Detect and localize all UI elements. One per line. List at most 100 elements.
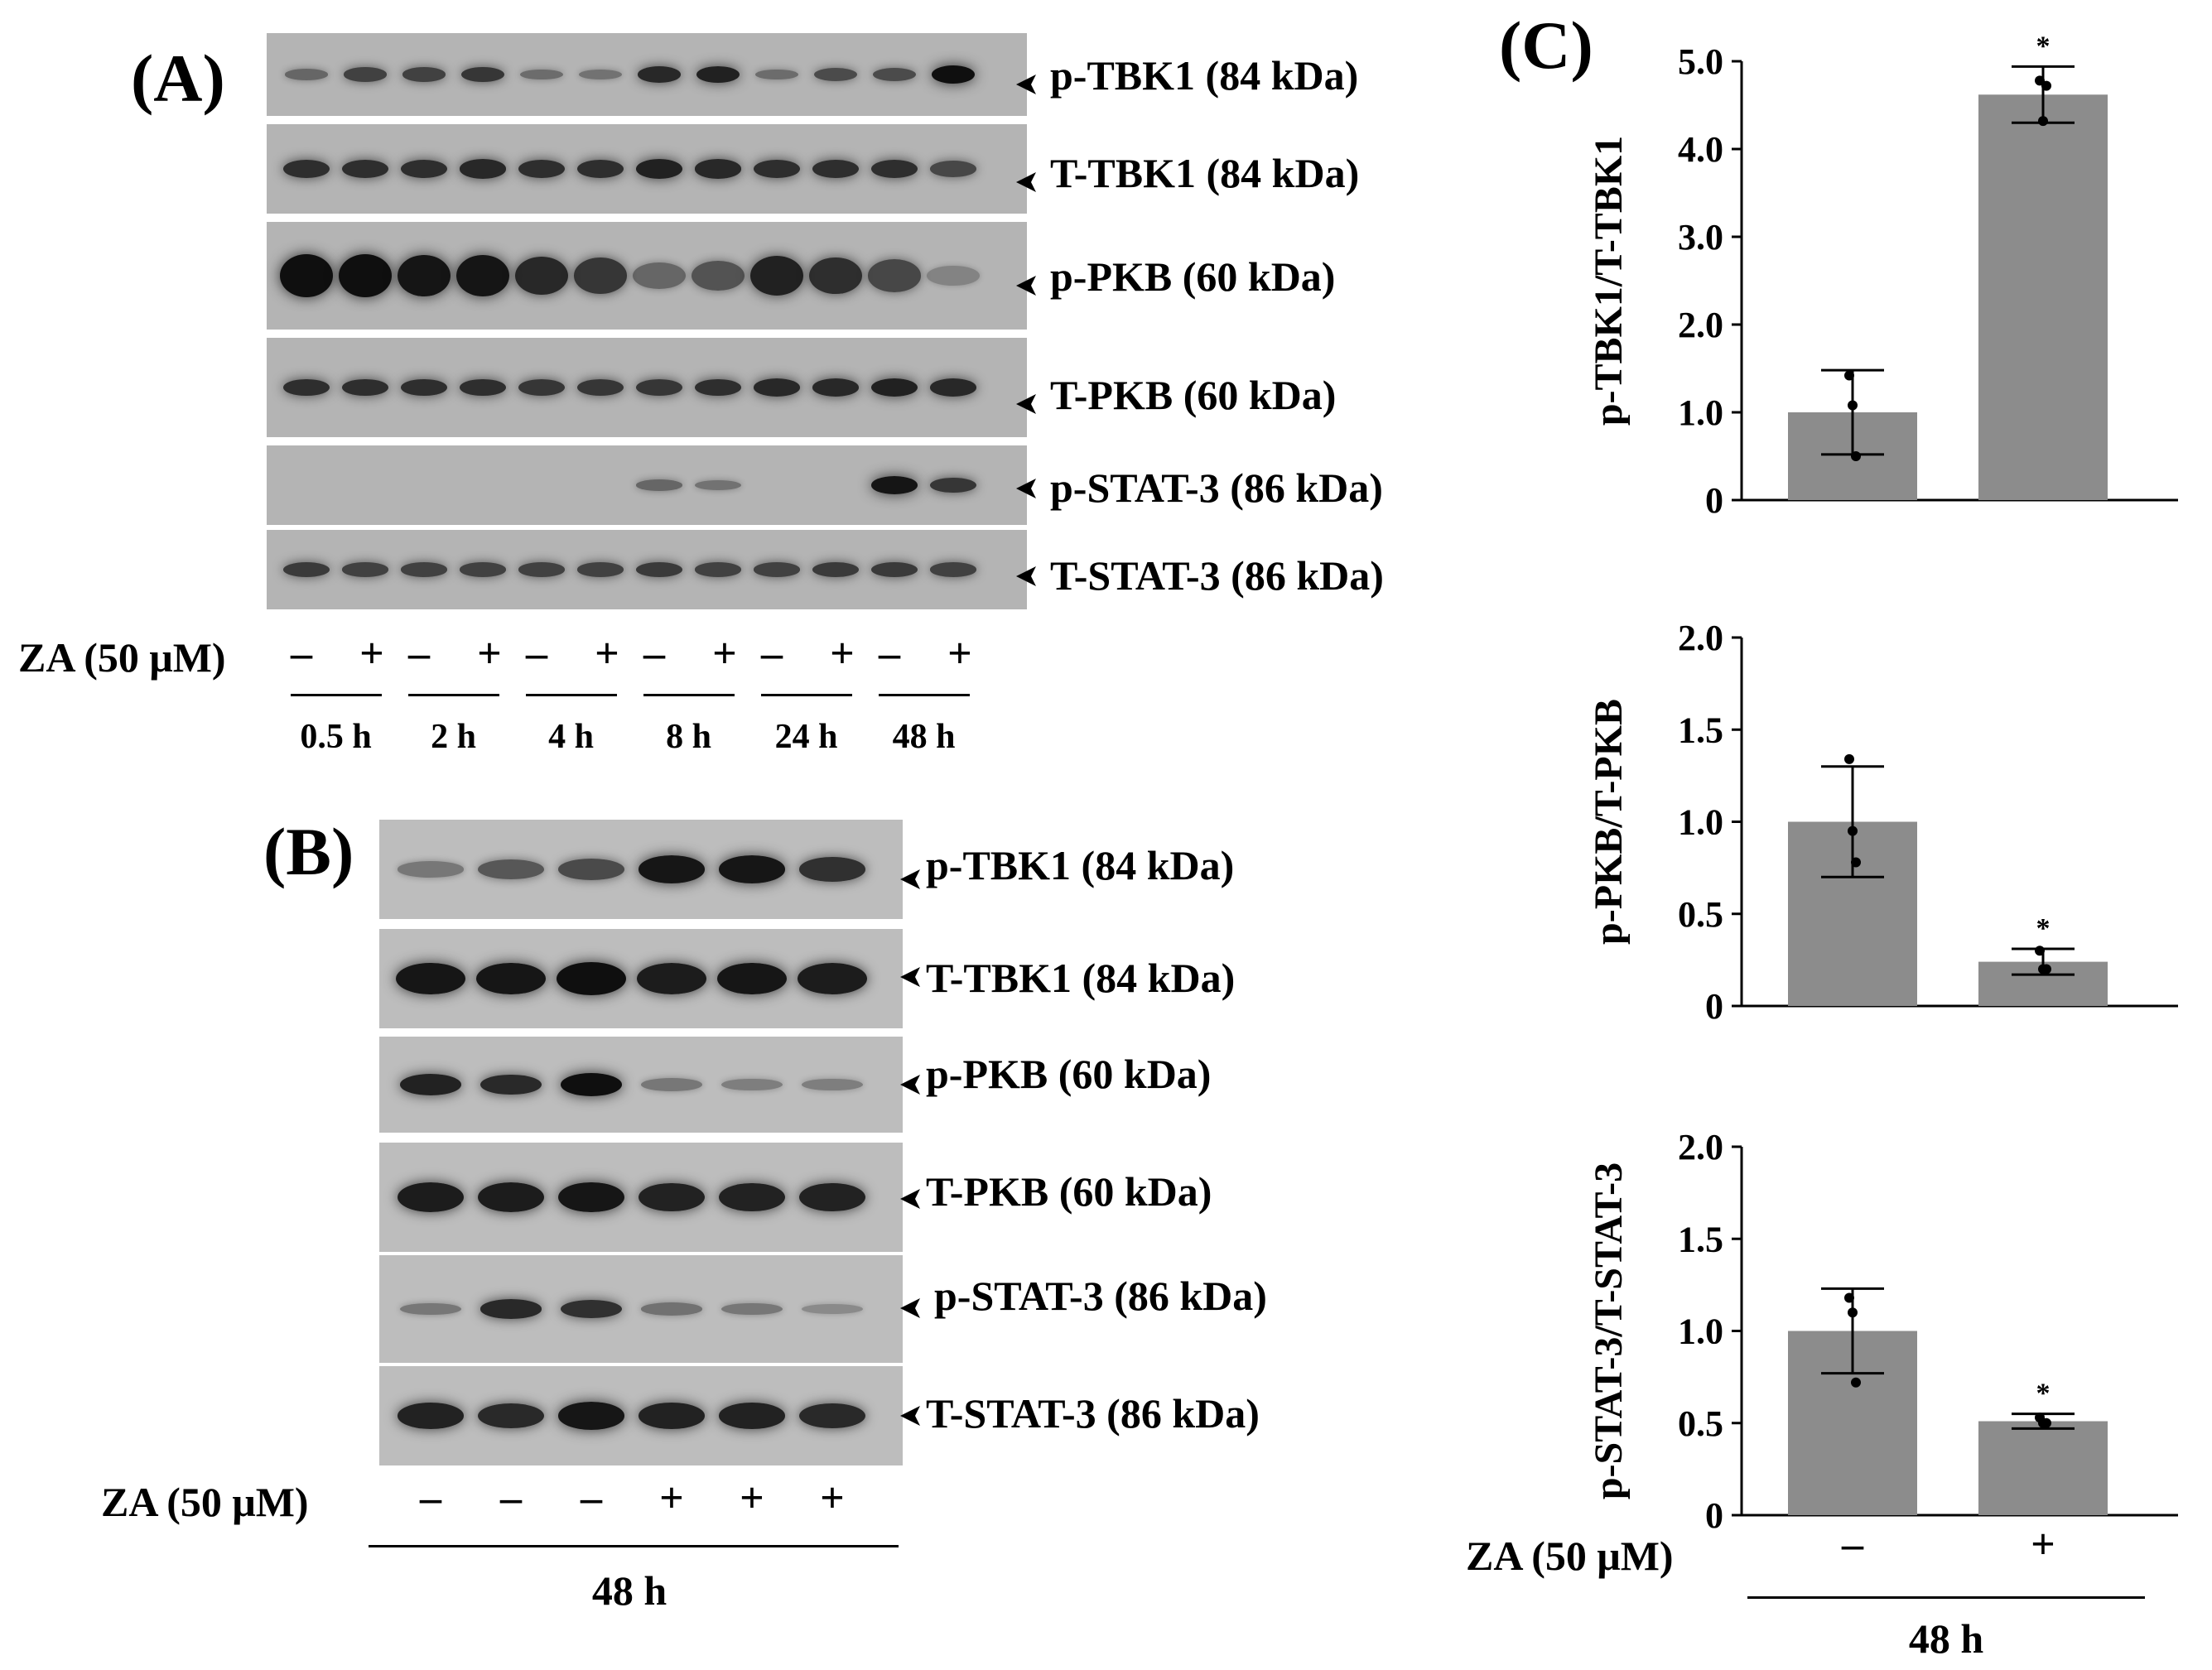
panel-a-band	[280, 254, 333, 297]
y-tick-label: 0.5	[1678, 894, 1723, 935]
data-point	[2038, 116, 2048, 127]
panel-a-band	[518, 378, 565, 396]
panel-b-band	[478, 859, 544, 879]
data-point	[1844, 753, 1854, 764]
panel-b-sign: +	[820, 1475, 845, 1522]
panel-a-sign: +	[947, 630, 972, 677]
arrow-icon	[900, 1189, 920, 1209]
panel-a-band	[930, 562, 976, 577]
panel-a-band	[460, 159, 506, 179]
panel-a-band	[342, 159, 388, 179]
panel-a-band	[695, 479, 741, 491]
panel-a-blot-label-6: T-STAT-3 (86 kDa)	[1050, 552, 1384, 599]
panel-b-strip-6	[379, 1366, 903, 1465]
panel-a-sign: +	[477, 630, 502, 677]
panel-b-band	[398, 861, 464, 878]
panel-b-strip-4	[379, 1143, 903, 1252]
panel-a-band	[461, 66, 504, 83]
panel-a-band	[636, 562, 682, 577]
panel-a-sign: –	[526, 630, 547, 677]
y-tick-label: 5.0	[1678, 41, 1723, 82]
panel-a-sign: –	[643, 630, 665, 677]
panel-b-strip-3	[379, 1037, 903, 1133]
panel-b-strip-1	[379, 820, 903, 919]
panel-a-arrow-icons	[1016, 75, 1036, 586]
panel-a-band	[518, 159, 565, 179]
panel-b-band	[719, 1403, 785, 1429]
panel-b-arrow-icons	[900, 869, 920, 1426]
bar	[1978, 1421, 2108, 1515]
panel-a-band	[285, 69, 328, 80]
panel-b-band	[561, 1299, 622, 1319]
y-tick-label: 0	[1705, 480, 1723, 521]
panel-b-band	[799, 1182, 865, 1212]
panel-b-blot-label-5: p-STAT-3 (86 kDa)	[934, 1273, 1267, 1319]
y-tick-label: 3.0	[1678, 217, 1723, 257]
arrow-icon	[1016, 75, 1036, 94]
panel-a-band	[579, 69, 622, 80]
arrow-icon	[900, 1406, 920, 1426]
panel-b-band	[802, 1078, 863, 1091]
panel-a-band	[398, 254, 451, 297]
panel-b-band	[480, 1074, 542, 1095]
panel-b-band	[641, 1078, 702, 1091]
arrow-icon	[1016, 566, 1036, 586]
arrow-icon	[900, 1075, 920, 1095]
panel-a-band	[342, 562, 388, 577]
panel-b-band	[476, 962, 546, 995]
category-label: –	[1841, 1521, 1864, 1568]
panel-a-band	[456, 254, 509, 297]
panel-a-band	[695, 562, 741, 577]
panel-a-timepoint: 4 h	[548, 718, 594, 756]
panel-a-band	[930, 161, 976, 177]
panel-b-underline	[369, 1545, 899, 1547]
panel-a-sign: +	[830, 630, 855, 677]
panel-a-band	[636, 378, 682, 396]
panel-a-band	[283, 378, 330, 397]
panel-a-band	[460, 378, 506, 397]
data-point	[1848, 400, 1858, 411]
panel-c-underline	[1747, 1596, 2145, 1599]
arrow-icon	[900, 967, 920, 987]
panel-a-sign: –	[291, 630, 312, 677]
panel-a-band	[515, 256, 568, 296]
panel-a-strip-2	[267, 124, 1027, 214]
panel-a-band	[342, 378, 388, 397]
panel-b-band	[558, 1402, 624, 1430]
panel-b-sign: –	[500, 1475, 522, 1522]
data-point	[2041, 1417, 2051, 1428]
panel-b-band	[398, 1182, 464, 1212]
panel-a-band	[932, 65, 975, 84]
panel-a-band	[812, 159, 859, 179]
panel-b-band	[558, 1182, 624, 1213]
data-point	[1848, 1307, 1858, 1318]
panel-b-sign: +	[659, 1475, 684, 1522]
panel-a-blot-label-1: p-TBK1 (84 kDa)	[1050, 52, 1359, 99]
panel-c-timepoint: 48 h	[1908, 1615, 1984, 1662]
panel-a-time-underline	[290, 694, 382, 696]
panel-b-blot-label-3: p-PKB (60 kDa)	[926, 1051, 1212, 1097]
panel-a-band	[339, 254, 392, 297]
panel-a-band	[871, 476, 918, 494]
data-point	[1844, 370, 1854, 381]
panel-a-time-underline	[760, 694, 852, 696]
significance-marker: *	[2036, 1379, 2051, 1409]
panel-a-band	[577, 378, 624, 396]
panel-a-timepoint: 2 h	[431, 718, 476, 756]
panel-a-band	[633, 262, 686, 289]
panel-a-band	[520, 69, 563, 80]
panel-a-band	[344, 67, 387, 82]
panel-a-timepoint: 24 h	[774, 718, 838, 756]
panel-a-band	[283, 159, 330, 179]
panel-a-band	[401, 378, 447, 397]
panel-a-sign: –	[761, 630, 783, 677]
panel-b-band	[480, 1299, 542, 1319]
panel-a-band	[809, 257, 862, 295]
arrow-icon	[1016, 394, 1036, 414]
panel-a-timepoint: 8 h	[666, 718, 711, 756]
panel-a-blot-label-5: p-STAT-3 (86 kDa)	[1050, 464, 1383, 511]
panel-b-band	[639, 1403, 705, 1429]
panel-b-band	[802, 1303, 863, 1315]
panel-c-charts: 0 1.0 2.0 3.0 4.0 5.0 p-TBK1/T-TBK1 * 0 0.5 1.0 1.5…	[1587, 33, 2178, 1568]
panel-a-time-underline	[643, 694, 735, 696]
